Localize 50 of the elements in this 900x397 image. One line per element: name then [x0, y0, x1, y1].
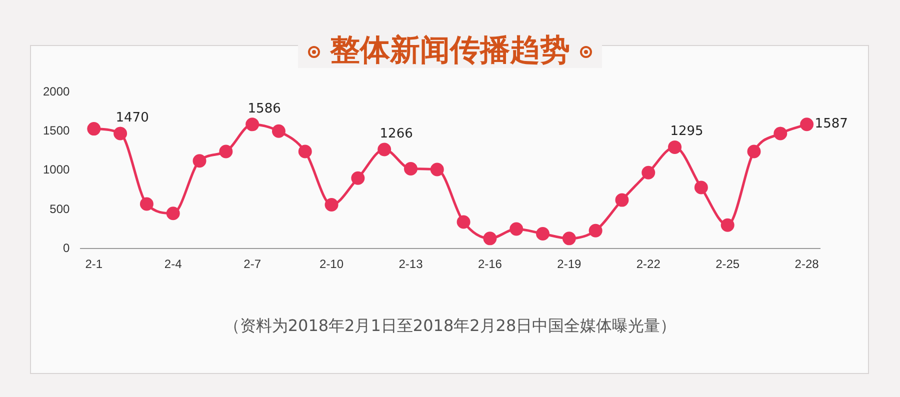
x-tick-label: 2-19 [557, 257, 582, 272]
point [219, 144, 233, 158]
y-tick-label: 2000 [42, 84, 70, 98]
point [298, 144, 312, 158]
x-tick-label: 2-10 [320, 257, 344, 272]
data-label: 1586 [248, 101, 281, 116]
x-tick-label: 2-25 [716, 257, 740, 272]
point [642, 166, 656, 180]
point [404, 162, 418, 176]
point [668, 140, 682, 154]
y-tick-label: 1500 [42, 123, 70, 138]
point [166, 206, 180, 220]
data-label: 1266 [380, 126, 413, 142]
x-tick-label: 2-22 [636, 257, 661, 272]
point [430, 162, 444, 176]
x-tick-label: 2-1 [85, 257, 103, 272]
x-tick-label: 2-4 [164, 257, 182, 272]
data-label: 1470 [116, 110, 149, 126]
chart-title: 整体新闻传播趋势 [330, 33, 570, 68]
point [510, 222, 524, 236]
point [720, 218, 734, 232]
point [378, 142, 392, 156]
x-tick-label: 2-16 [478, 257, 502, 272]
x-tick-label: 2-7 [244, 257, 262, 272]
point [588, 224, 602, 238]
point [562, 232, 576, 246]
point [246, 118, 260, 132]
data-label: 1587 [814, 116, 848, 132]
point [87, 122, 101, 136]
point [774, 126, 788, 140]
point [536, 226, 550, 240]
point [192, 154, 206, 168]
y-tick-label: 500 [50, 202, 70, 216]
point [272, 124, 286, 138]
point [324, 198, 338, 212]
point [747, 144, 761, 158]
point [483, 232, 497, 246]
point [351, 171, 365, 185]
text: （资料为2018年2月1日至2018年2月28日中国全媒体曝光量） [222, 316, 678, 337]
y-tick-label: 0 [63, 240, 70, 255]
y-tick-label: 1000 [42, 162, 70, 177]
point [140, 197, 154, 211]
x-tick-label: 2-13 [398, 257, 424, 272]
x-tick-label: 2-28 [794, 257, 820, 272]
point [114, 126, 128, 140]
point [456, 215, 470, 229]
data-label: 1295 [670, 124, 704, 140]
point [615, 193, 629, 207]
point [694, 180, 708, 194]
point [800, 118, 814, 132]
